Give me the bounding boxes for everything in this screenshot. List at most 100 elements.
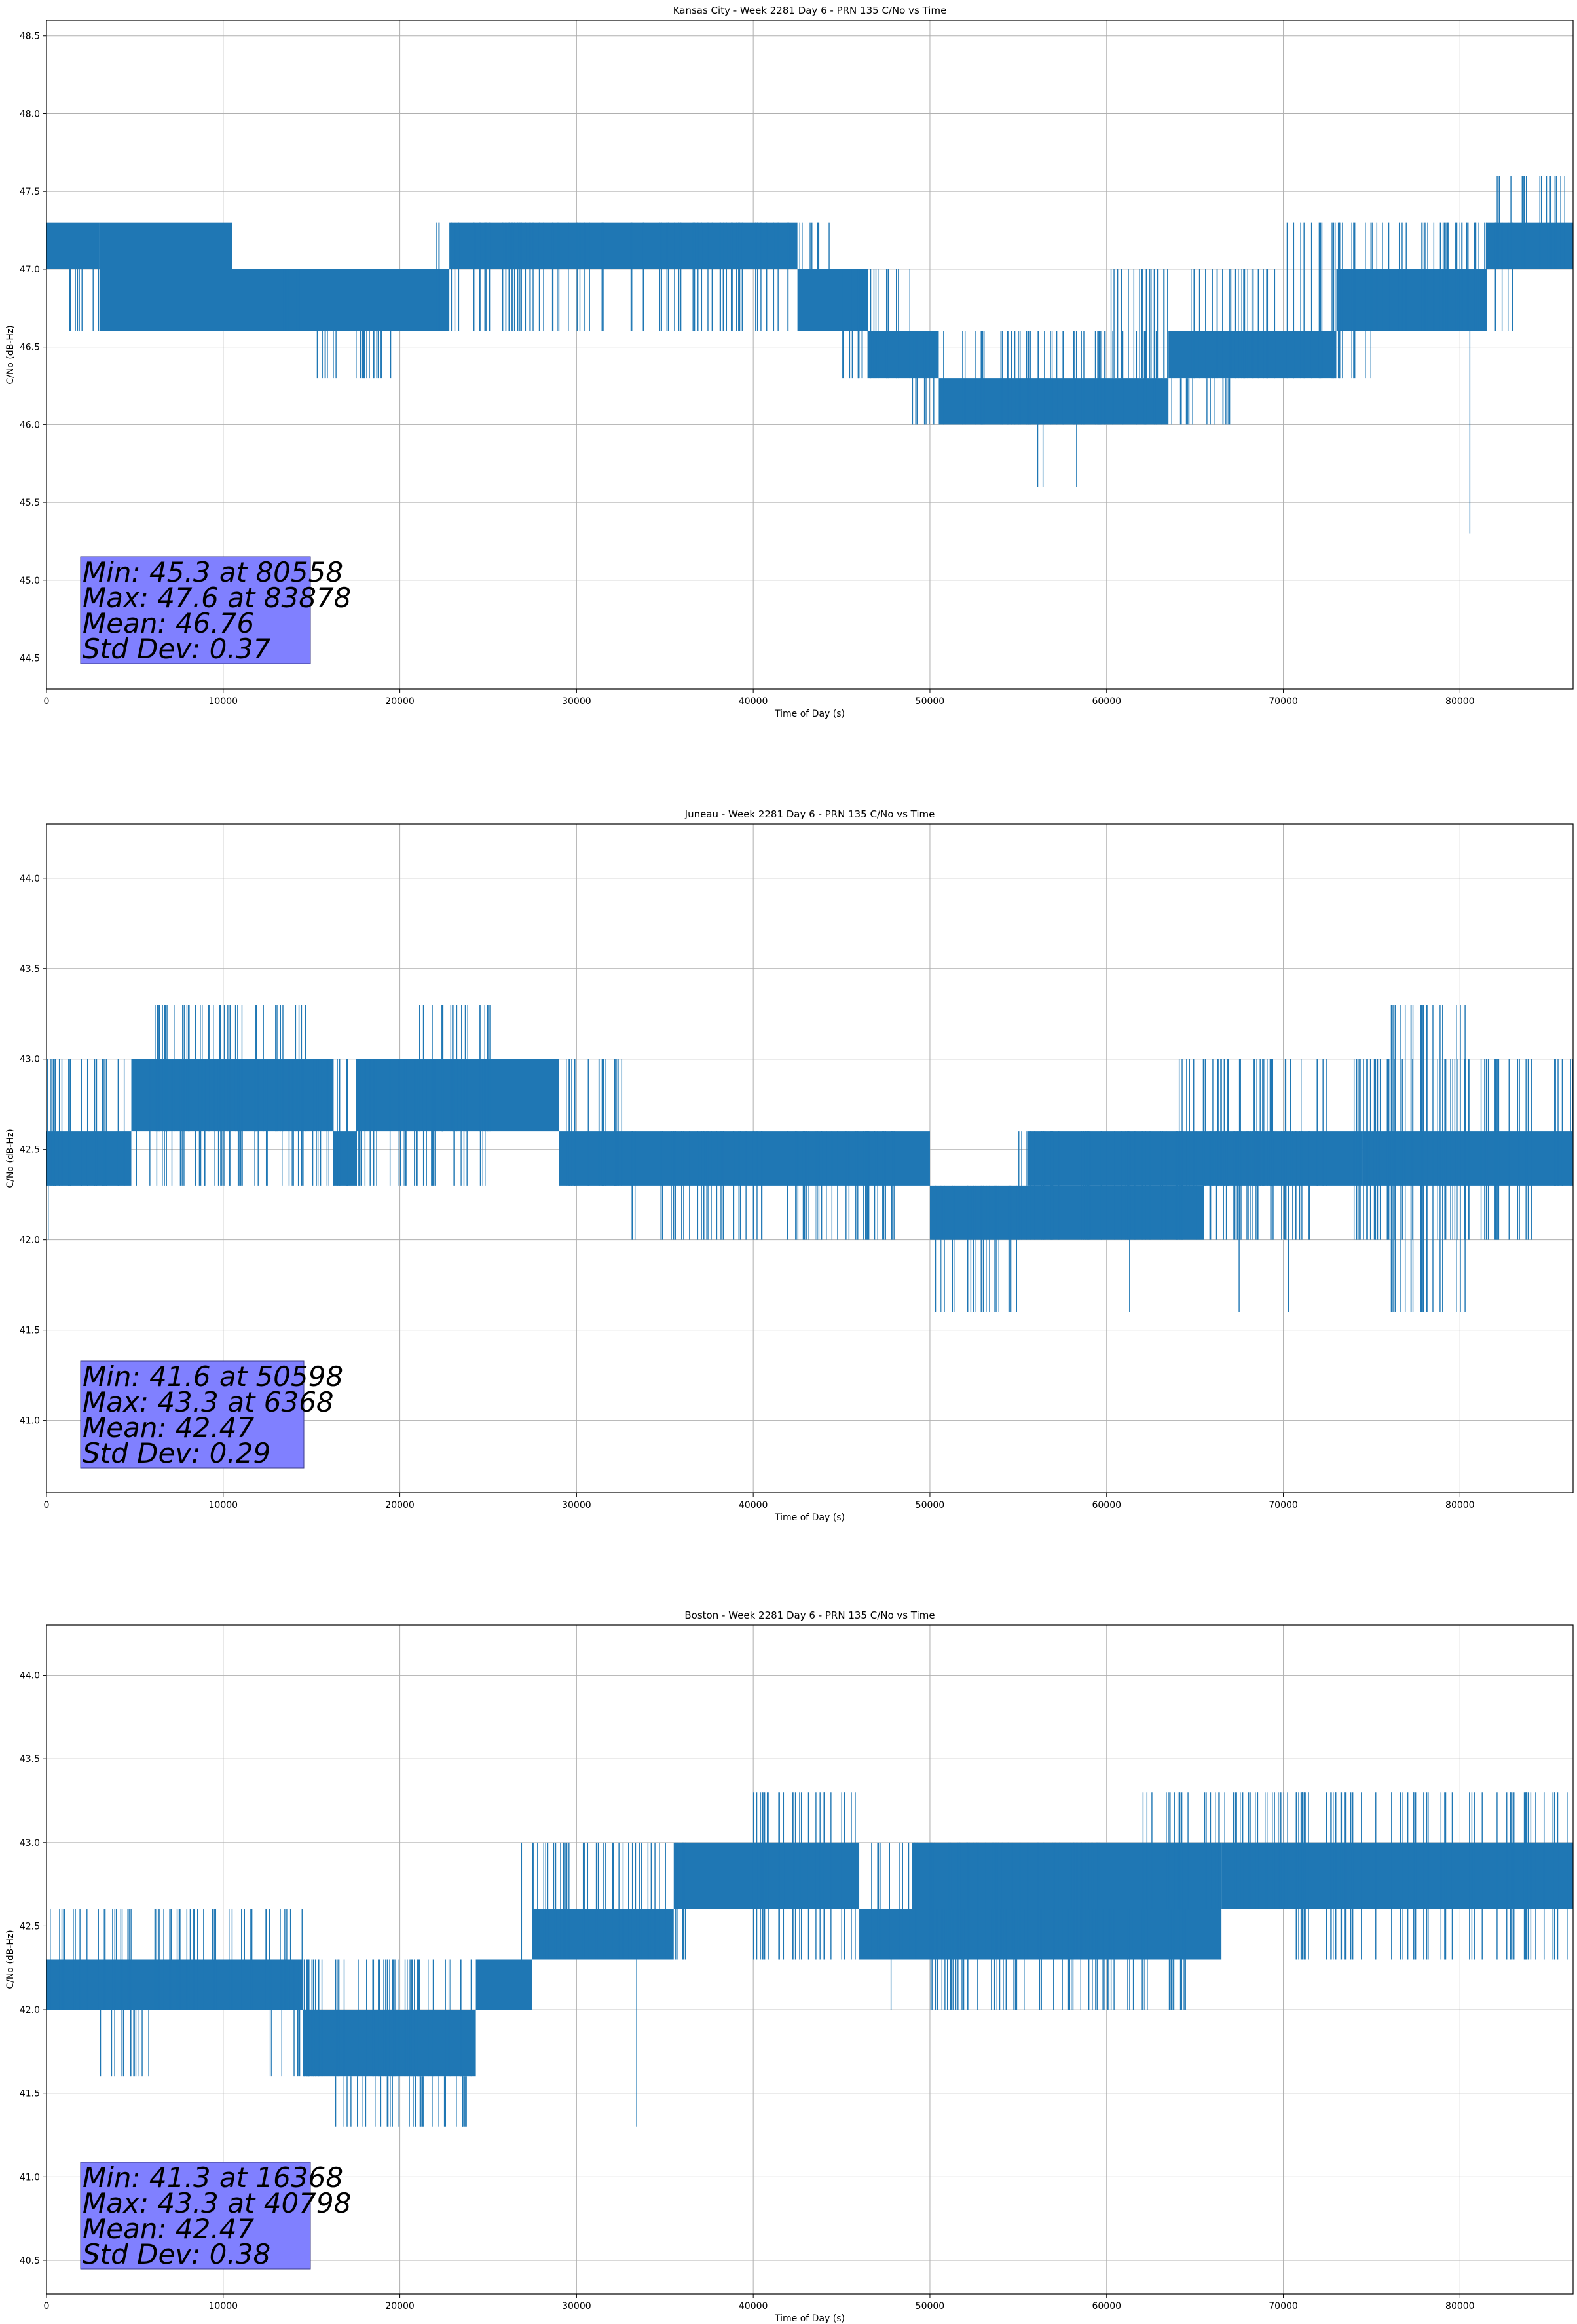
y-tick-label: 41.5 — [20, 1326, 40, 1336]
y-tick-label: 45.5 — [20, 498, 40, 508]
x-tick-label: 30000 — [562, 2301, 591, 2312]
stats-mean-text: Mean: 46.76 — [83, 607, 254, 639]
x-tick-label: 20000 — [385, 1500, 415, 1510]
chart-title: Boston - Week 2281 Day 6 - PRN 135 C/No … — [684, 1609, 935, 1621]
x-tick-label: 80000 — [1445, 696, 1475, 707]
juneau-chart: Juneau - Week 2281 Day 6 - PRN 135 C/No … — [5, 808, 1574, 1523]
cno-band — [1486, 222, 1573, 269]
y-tick-label: 43.0 — [20, 1838, 40, 1848]
y-tick-label: 46.0 — [20, 420, 40, 430]
y-tick-label: 47.0 — [20, 265, 40, 275]
plot-frame — [46, 823, 1574, 1493]
x-tick-label: 60000 — [1092, 1500, 1121, 1510]
stats-mean-text: Mean: 42.47 — [83, 2213, 254, 2245]
x-tick-label: 30000 — [562, 696, 591, 707]
y-tick-label: 42.0 — [20, 2005, 40, 2015]
cno-band — [673, 1842, 860, 1909]
chart-title: Kansas City - Week 2281 Day 6 - PRN 135 … — [673, 5, 947, 16]
x-axis-label: Time of Day (s) — [774, 1512, 845, 1523]
x-tick-label: 70000 — [1269, 1500, 1298, 1510]
x-tick-label: 80000 — [1445, 1500, 1475, 1510]
y-axis-label: C/No (dB-Hz) — [5, 1930, 16, 1989]
cno-series — [46, 1792, 1573, 2127]
y-tick-label: 41.5 — [20, 2089, 40, 2099]
y-tick-label: 48.0 — [20, 109, 40, 119]
stats-max-text: Max: 43.3 at 6368 — [83, 1386, 334, 1418]
axis-ticks: 0 10000 20000 30000 40000 50000 60000 70000 8000… — [20, 1671, 1475, 2312]
cno-band — [938, 378, 1169, 425]
x-tick-label: 60000 — [1092, 2301, 1121, 2312]
x-tick-label: 30000 — [562, 1500, 591, 1510]
x-tick-label: 50000 — [916, 696, 945, 707]
cno-band — [232, 269, 450, 331]
cno-band — [475, 1959, 532, 2010]
cno-band — [46, 222, 100, 269]
y-axis-label: C/No (dB-Hz) — [5, 1129, 16, 1188]
boston-chart: Boston - Week 2281 Day 6 - PRN 135 C/No … — [5, 1609, 1574, 2324]
cno-series — [46, 1004, 1573, 1313]
cno-band — [868, 331, 939, 379]
axis-ticks: 0 10000 20000 30000 40000 50000 60000 70000 8000… — [20, 874, 1475, 1510]
x-tick-label: 0 — [44, 696, 50, 707]
y-tick-label: 44.5 — [20, 654, 40, 664]
cno-band — [131, 1059, 333, 1132]
y-tick-label: 44.0 — [20, 1671, 40, 1681]
stats-box-background — [80, 1360, 305, 1469]
cno-band — [46, 1959, 303, 2010]
stats-box-background — [80, 2162, 311, 2270]
y-tick-label: 41.0 — [20, 2172, 40, 2183]
grid-lines — [46, 824, 1573, 1493]
y-tick-label: 46.5 — [20, 343, 40, 353]
cno-band — [356, 1059, 559, 1132]
kansas-city-chart: Kansas City - Week 2281 Day 6 - PRN 135 … — [5, 5, 1574, 719]
stats-min-text: Min: 41.3 at 16368 — [83, 2162, 343, 2194]
cno-band — [449, 222, 798, 269]
cno-band — [912, 1842, 1222, 1909]
x-tick-label: 20000 — [385, 2301, 415, 2312]
stats-box: Min: 41.3 at 16368 Max: 43.3 at 40798 Me… — [80, 2162, 351, 2270]
y-tick-label: 44.0 — [20, 874, 40, 884]
x-tick-label: 50000 — [916, 2301, 945, 2312]
x-tick-label: 40000 — [739, 696, 768, 707]
x-tick-label: 10000 — [209, 1500, 238, 1510]
x-tick-label: 40000 — [739, 1500, 768, 1510]
cno-band — [1336, 269, 1487, 331]
stats-min-text: Min: 45.3 at 80558 — [83, 556, 343, 588]
plot-frame — [46, 20, 1574, 690]
stats-box: Min: 41.6 at 50598 Max: 43.3 at 6368 Mea… — [80, 1360, 343, 1469]
cno-series — [46, 176, 1573, 534]
x-tick-label: 20000 — [385, 696, 415, 707]
x-axis-label: Time of Day (s) — [774, 2314, 845, 2324]
y-tick-label: 43.0 — [20, 1055, 40, 1065]
plot-frame — [46, 1624, 1574, 2295]
stats-max-text: Max: 47.6 at 83878 — [83, 582, 351, 614]
y-tick-label: 42.0 — [20, 1235, 40, 1246]
cno-band — [1027, 1131, 1363, 1186]
cno-band — [859, 1909, 1222, 1960]
x-tick-label: 80000 — [1445, 2301, 1475, 2312]
stats-box-background — [80, 556, 311, 664]
y-tick-label: 42.5 — [20, 1921, 40, 1932]
x-tick-label: 10000 — [209, 696, 238, 707]
cno-band — [46, 1131, 132, 1186]
stats-std-text: Std Dev: 0.38 — [83, 2238, 270, 2270]
y-tick-label: 48.5 — [20, 31, 40, 42]
cno-band — [797, 269, 868, 331]
stats-min-text: Min: 41.6 at 50598 — [83, 1360, 343, 1393]
x-tick-label: 10000 — [209, 2301, 238, 2312]
x-tick-label: 50000 — [916, 1500, 945, 1510]
x-tick-label: 0 — [44, 2301, 50, 2312]
y-tick-label: 47.5 — [20, 187, 40, 197]
x-tick-label: 70000 — [1269, 2301, 1298, 2312]
stats-box: Min: 45.3 at 80558 Max: 47.6 at 83878 Me… — [80, 556, 351, 665]
x-tick-label: 60000 — [1092, 696, 1121, 707]
y-tick-label: 43.5 — [20, 1754, 40, 1765]
x-tick-label: 40000 — [739, 2301, 768, 2312]
y-tick-label: 40.5 — [20, 2256, 40, 2266]
cno-band — [333, 1131, 356, 1186]
x-tick-label: 0 — [44, 1500, 50, 1510]
stats-std-text: Std Dev: 0.37 — [83, 633, 270, 665]
stats-std-text: Std Dev: 0.29 — [83, 1437, 270, 1469]
stats-mean-text: Mean: 42.47 — [83, 1412, 254, 1444]
